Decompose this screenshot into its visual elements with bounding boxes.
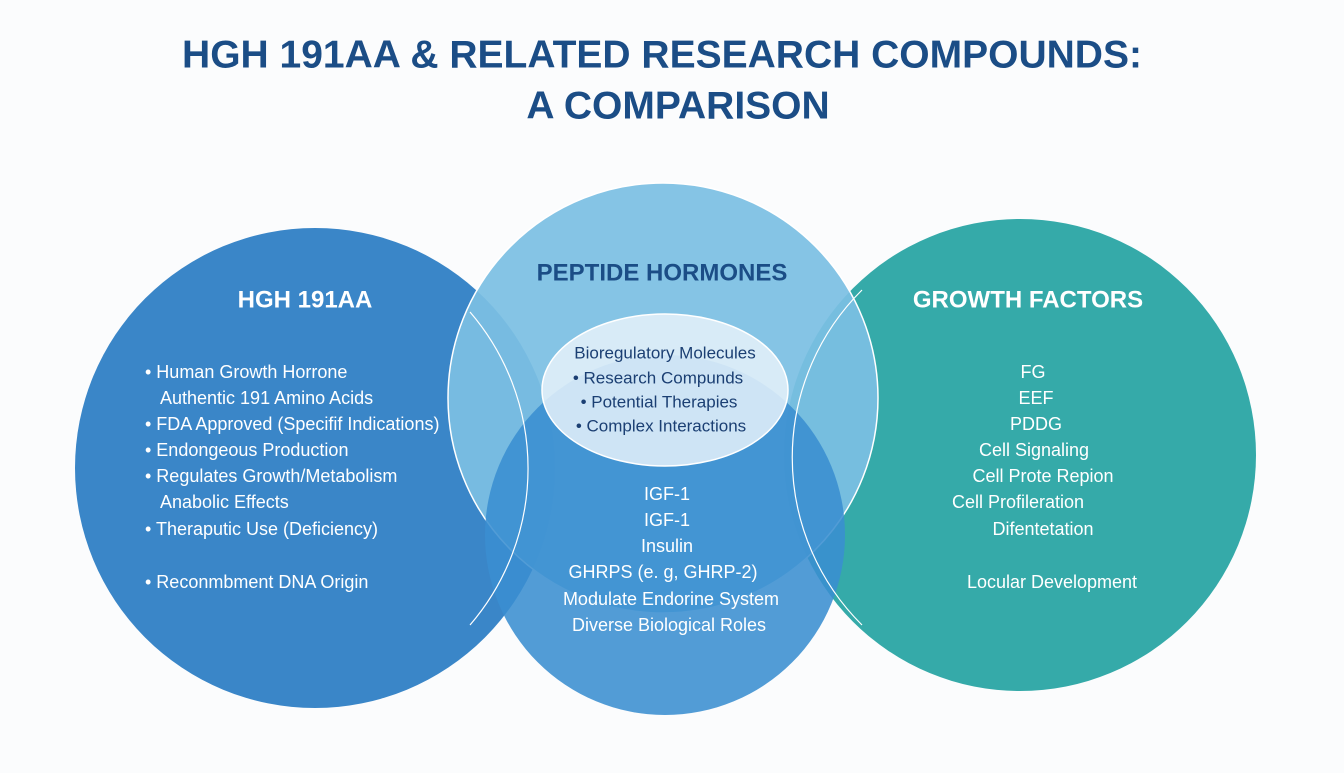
- item: Difentetation: [992, 519, 1093, 539]
- item: Authentic 191 Amino Acids: [160, 388, 373, 408]
- overlap-item: • Research Compunds: [573, 368, 743, 387]
- item: • Theraputic Use (Deficiency): [145, 519, 378, 539]
- circle-left: [75, 228, 555, 708]
- overlap-ellipse: [541, 313, 789, 467]
- item: IGF-1: [644, 484, 690, 504]
- item: Anabolic Effects: [160, 492, 289, 512]
- item: EEF: [1018, 388, 1053, 408]
- item: • Regulates Growth/Metabolism: [145, 466, 397, 486]
- item: Insulin: [641, 536, 693, 556]
- heading: PEPTIDE HORMONES: [537, 259, 788, 286]
- item: Modulate Endorine System: [563, 589, 779, 609]
- overlap-item: • Potential Therapies: [581, 392, 738, 411]
- item: Cell Profileration: [952, 492, 1084, 512]
- item: PDDG: [1010, 414, 1062, 434]
- overlap-item: • Complex Interactions: [576, 416, 746, 435]
- heading: HGH 191AA: [238, 286, 373, 313]
- item: • Endongeous Production: [145, 440, 348, 460]
- circle-bottom: [485, 355, 845, 715]
- overlap-item: Bioregulatory Molecules: [574, 343, 755, 362]
- item: Cell Prote Repion: [972, 466, 1113, 486]
- item: Locular Development: [967, 572, 1137, 592]
- heading: GROWTH FACTORS: [913, 286, 1143, 313]
- item: IGF-1: [644, 510, 690, 530]
- item: • FDA Approved (Specifif Indications): [145, 414, 439, 434]
- item: GHRPS (e. g, GHRP-2): [568, 562, 757, 582]
- item: • Reconmbment DNA Origin: [145, 572, 368, 592]
- item: Cell Signaling: [979, 440, 1089, 460]
- item: Diverse Biological Roles: [572, 615, 766, 635]
- item: FG: [1021, 362, 1046, 382]
- title-line: HGH 191AA & RELATED RESEARCH COMPOUNDS:: [182, 33, 1142, 76]
- circle-right: [784, 219, 1256, 691]
- outline: [469, 311, 529, 626]
- title-line: A COMPARISON: [526, 84, 829, 127]
- outline: [791, 289, 863, 626]
- item: • Human Growth Horrone: [145, 362, 347, 382]
